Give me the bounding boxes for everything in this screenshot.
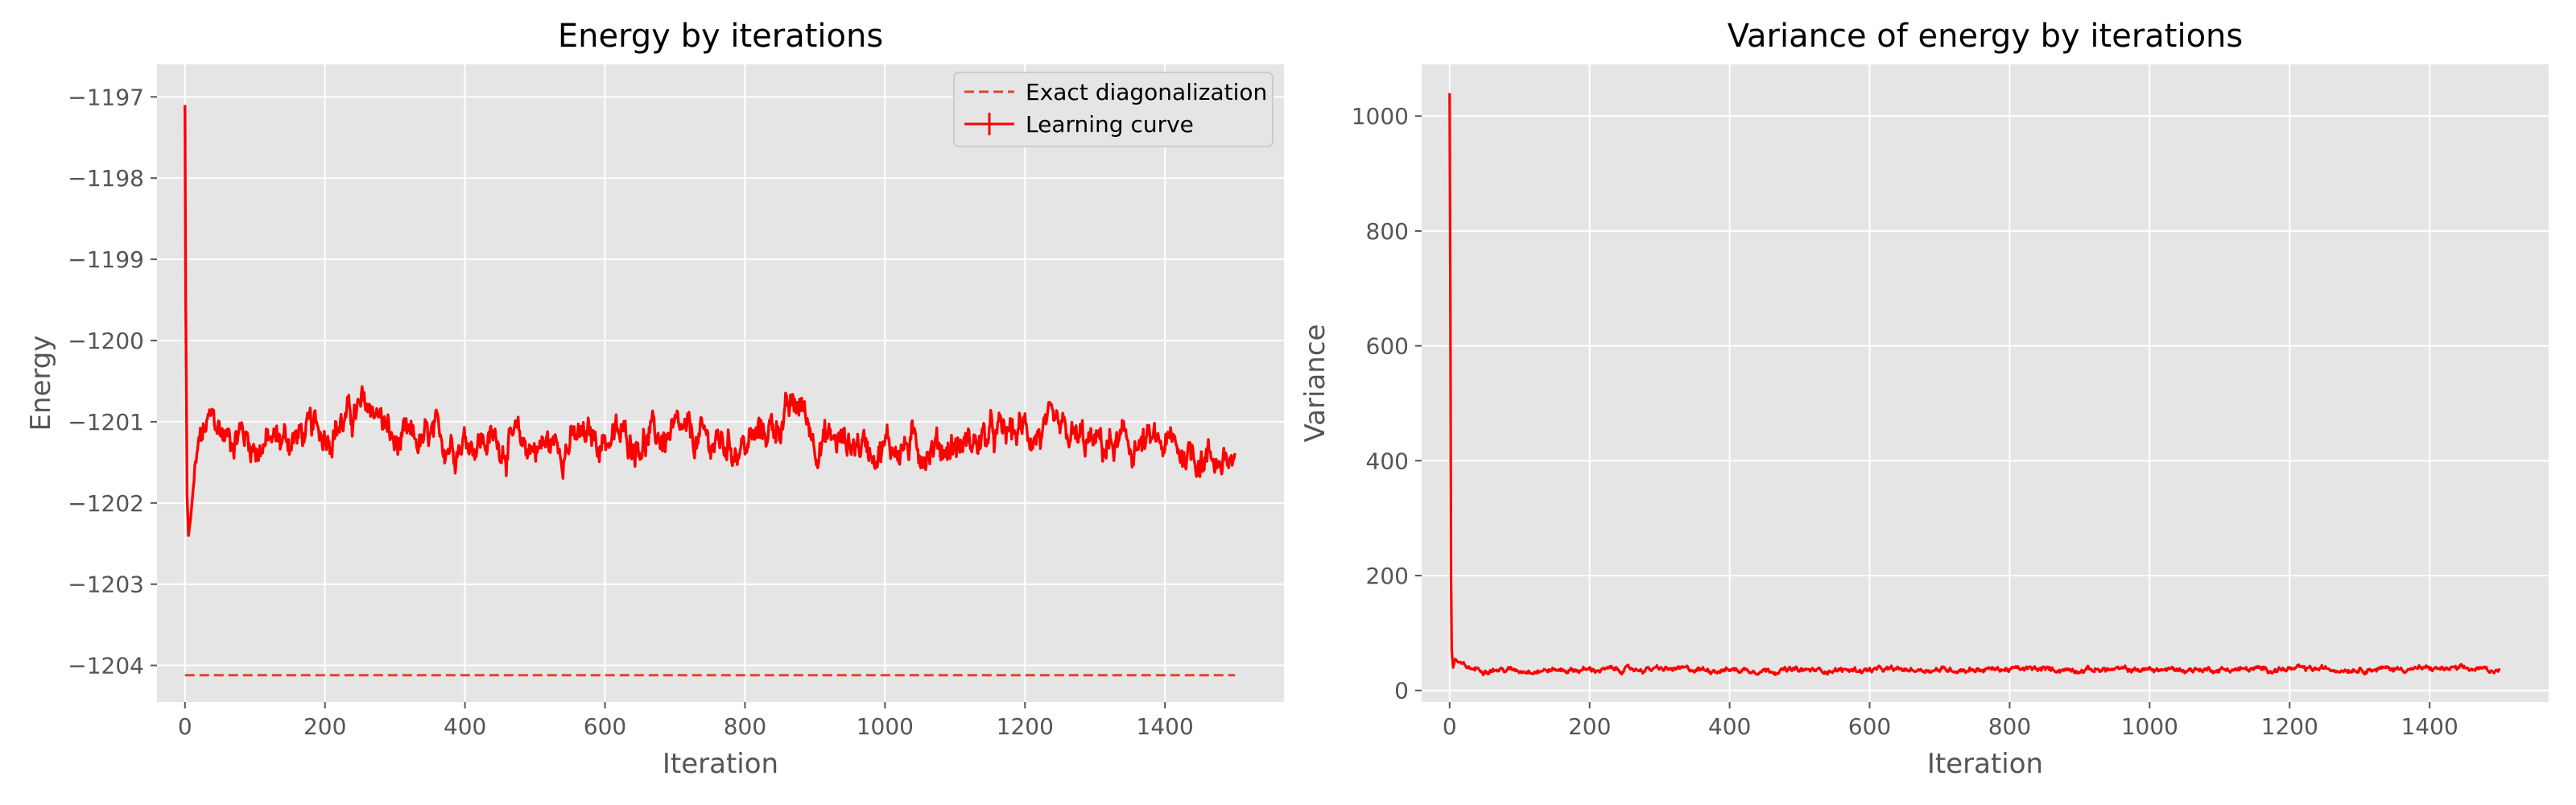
energy-x-axis-label: Iteration bbox=[663, 748, 778, 780]
energy-x-ticks: 0 200 400 600 800 1000 1200 1400 bbox=[178, 702, 1194, 740]
x-tick-label: 600 bbox=[1848, 713, 1891, 740]
legend-box bbox=[953, 72, 1274, 147]
y-tick-label: 400 bbox=[1366, 448, 1409, 474]
y-tick-label: −1198 bbox=[68, 165, 144, 192]
x-tick-label: 200 bbox=[303, 713, 346, 740]
variance-gridlines bbox=[1422, 64, 2549, 702]
y-tick-label: 200 bbox=[1366, 563, 1409, 589]
x-tick-label: 800 bbox=[1988, 713, 2031, 740]
energy-series bbox=[184, 105, 1236, 677]
x-tick-label: 400 bbox=[1708, 713, 1751, 740]
y-tick-label: 800 bbox=[1366, 218, 1409, 245]
y-tick-label: −1201 bbox=[68, 409, 144, 436]
x-tick-label: 1000 bbox=[857, 713, 914, 740]
x-tick-label: 1200 bbox=[997, 713, 1054, 740]
variance-series bbox=[1448, 93, 2501, 677]
variance-x-axis-label: Iteration bbox=[1927, 748, 2043, 780]
variance-y-ticks: 0 200 400 600 800 1000 bbox=[1352, 103, 1422, 704]
energy-plot-area bbox=[157, 64, 1284, 702]
x-tick-label: 1000 bbox=[2121, 713, 2178, 740]
x-tick-label: 0 bbox=[178, 713, 192, 740]
energy-y-axis-label: Energy bbox=[25, 335, 57, 431]
learning-curve-line bbox=[184, 105, 1236, 537]
energy-y-ticks: −1197 −1198 −1199 −1200 −1201 −1202 −1203 −1204 bbox=[68, 84, 157, 679]
legend-exact-label: Exact diagonalization bbox=[1026, 79, 1267, 105]
variance-plot-area bbox=[1422, 64, 2549, 702]
x-tick-label: 1200 bbox=[2261, 713, 2318, 740]
y-tick-label: −1200 bbox=[68, 328, 144, 354]
x-tick-label: 200 bbox=[1568, 713, 1611, 740]
y-tick-label: 1000 bbox=[1352, 103, 1409, 130]
energy-legend: Exact diagonalization Learning curve bbox=[953, 72, 1274, 147]
variance-line bbox=[1448, 93, 2501, 677]
y-tick-label: −1197 bbox=[68, 84, 144, 110]
energy-chart: 0 200 400 600 800 1000 1200 1400 −1197−1198−119… bbox=[25, 18, 1284, 780]
x-tick-label: 0 bbox=[1443, 713, 1457, 740]
y-tick-label: 600 bbox=[1366, 333, 1409, 360]
variance-x-ticks: 0 200 400 600 800 1000 1200 1400 bbox=[1443, 702, 2458, 740]
variance-chart-title: Variance of energy by iterations bbox=[1728, 18, 2243, 55]
variance-y-axis-label: Variance bbox=[1299, 324, 1331, 443]
x-tick-label: 1400 bbox=[2401, 713, 2458, 740]
x-tick-label: 800 bbox=[724, 713, 766, 740]
x-tick-label: 400 bbox=[444, 713, 486, 740]
y-tick-label: 0 bbox=[1394, 678, 1409, 704]
x-tick-label: 600 bbox=[584, 713, 626, 740]
y-tick-label: −1199 bbox=[68, 246, 144, 273]
y-tick-label: −1202 bbox=[68, 490, 144, 517]
x-tick-label: 1400 bbox=[1137, 713, 1194, 740]
y-tick-label: −1203 bbox=[68, 572, 144, 598]
variance-chart: 0 200 400 600 800 1000 1200 1400 0 200 400 600 800 1… bbox=[1299, 18, 2549, 780]
y-tick-label: −1204 bbox=[68, 653, 144, 679]
energy-gridlines bbox=[157, 64, 1284, 702]
legend-learning-label: Learning curve bbox=[1026, 111, 1194, 138]
energy-chart-title: Energy by iterations bbox=[558, 18, 883, 55]
